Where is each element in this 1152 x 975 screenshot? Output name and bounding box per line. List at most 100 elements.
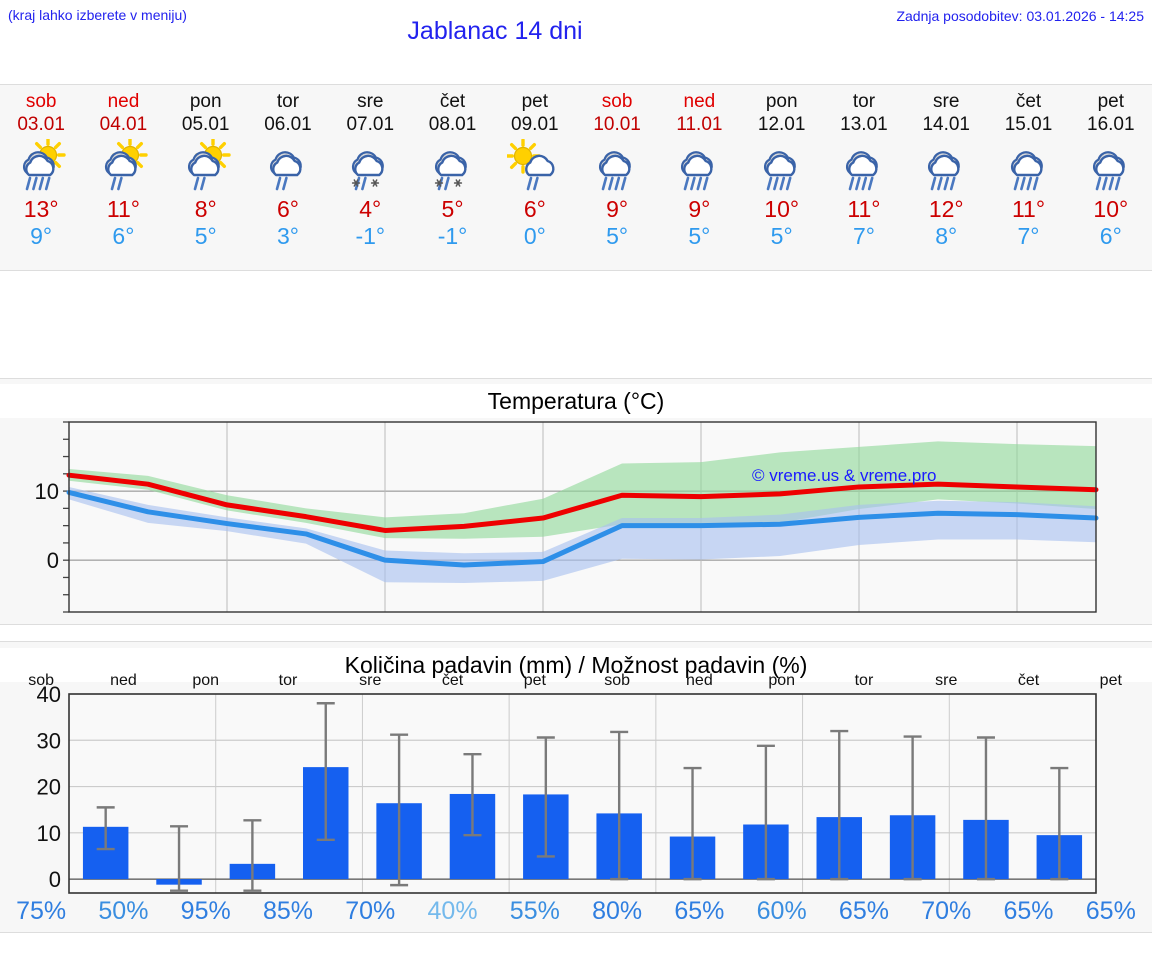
day-of-week: pet: [1097, 91, 1124, 112]
min-temperature: 5°: [688, 223, 711, 249]
day-of-week: pon: [189, 91, 222, 112]
min-temperature: 7°: [1017, 223, 1040, 249]
day-date: 06.01: [264, 114, 312, 135]
weather-cloud-sleet-icon: [329, 138, 411, 196]
day-date: 13.01: [840, 114, 888, 135]
weather-cloud-rain-heavy-icon: [905, 138, 987, 196]
precipitation-probability: 80%: [592, 897, 643, 925]
day-date: 08.01: [428, 114, 477, 135]
weather-cloud-rain-heavy-icon: [658, 138, 740, 196]
day-column[interactable]: sob 03.01 13° 9°: [0, 85, 82, 270]
min-temperature: 6°: [112, 223, 135, 249]
day-date: 04.01: [99, 114, 148, 135]
day-of-week: ned: [683, 91, 716, 112]
daily-forecast-strip: sob 03.01 13° 9° ned 04.01 11° 6° pon 05.01 8° 5° to…: [0, 84, 1152, 271]
weather-sun-left-cloud-rain-icon: [494, 138, 576, 196]
day-column[interactable]: pon 05.01 8° 5°: [165, 85, 247, 270]
max-temperature: 10°: [1093, 196, 1129, 222]
precipitation-day-label: tor: [854, 672, 874, 689]
precipitation-probability: 75%: [16, 897, 67, 925]
max-temperature: 10°: [764, 196, 800, 222]
weather-sun-cloud-rain-light-icon: [82, 138, 164, 196]
min-temperature: 0°: [523, 223, 546, 249]
day-column[interactable]: pet 16.01 10° 6°: [1070, 85, 1152, 270]
max-temperature: 6°: [276, 196, 299, 222]
max-temperature: 9°: [606, 196, 629, 222]
precipitation-probability: 70%: [345, 897, 396, 925]
day-column[interactable]: pon 12.01 10° 5°: [741, 85, 823, 270]
precipitation-day-label: pet: [1099, 672, 1122, 689]
max-temperature: 11°: [106, 196, 140, 222]
min-temperature: 7°: [852, 223, 875, 249]
max-temperature: 4°: [359, 196, 382, 222]
day-column[interactable]: sre 14.01 12° 8°: [905, 85, 987, 270]
precipitation-day-label: sre: [935, 672, 958, 689]
day-date: 07.01: [346, 114, 395, 135]
max-temperature: 11°: [847, 196, 881, 222]
precipitation-probability: 65%: [1085, 897, 1136, 925]
menu-hint: (kraj lahko izberete v meniju): [8, 7, 187, 23]
day-of-week: pet: [521, 91, 549, 112]
day-column[interactable]: ned 11.01 9° 5°: [658, 85, 740, 270]
min-temperature: 5°: [194, 223, 217, 249]
day-date: 12.01: [757, 114, 806, 135]
day-column[interactable]: sob 10.01 9° 5°: [576, 85, 658, 270]
day-of-week: čet: [439, 91, 466, 112]
precipitation-probability: 70%: [921, 897, 972, 925]
day-column[interactable]: tor 13.01 11° 7°: [823, 85, 905, 270]
day-date: 03.01: [17, 114, 65, 135]
page-title: Jablanac 14 dni: [407, 17, 583, 45]
precipitation-day-label: sob: [28, 672, 55, 689]
precipitation-probability: 95%: [180, 897, 231, 925]
day-date: 10.01: [593, 114, 641, 135]
min-temperature: 6°: [1099, 223, 1122, 249]
day-date: 16.01: [1087, 114, 1135, 135]
day-of-week: čet: [1015, 91, 1042, 112]
max-temperature: 12°: [928, 196, 964, 222]
precipitation-probability: 50%: [98, 897, 149, 925]
max-temperature: 11°: [1011, 196, 1046, 222]
precipitation-probability: 55%: [509, 897, 560, 925]
min-temperature: 3°: [276, 223, 299, 249]
day-of-week: tor: [276, 91, 300, 112]
day-column[interactable]: tor 06.01 6° 3°: [247, 85, 329, 270]
day-of-week: sob: [25, 91, 57, 112]
page-header: (kraj lahko izberete v meniju) Jablanac …: [0, 0, 1152, 58]
weather-cloud-rain-heavy-icon: [1070, 138, 1152, 196]
day-of-week: sre: [933, 91, 960, 112]
precipitation-probability: 65%: [674, 897, 725, 925]
day-column[interactable]: sre 07.01 4° -1°: [329, 85, 411, 270]
max-temperature: 9°: [688, 196, 711, 222]
copyright-watermark: © vreme.us & vreme.pro: [752, 466, 937, 485]
day-of-week: ned: [107, 91, 140, 112]
precipitation-day-label: pon: [768, 672, 796, 689]
precipitation-day-label: sre: [359, 672, 382, 689]
weather-cloud-rain-heavy-icon: [987, 138, 1069, 196]
day-column[interactable]: čet 15.01 11° 7°: [987, 85, 1069, 270]
precipitation-probability: 60%: [756, 897, 807, 925]
precipitation-day-label: ned: [686, 672, 713, 689]
weather-cloud-rain-heavy-icon: [823, 138, 905, 196]
day-date: 15.01: [1004, 114, 1053, 135]
day-date: 11.01: [676, 114, 723, 135]
min-temperature: -1°: [355, 223, 386, 249]
max-temperature: 6°: [523, 196, 546, 222]
precipitation-probability: 65%: [1003, 897, 1054, 925]
precipitation-probability-row: 75% 50% 95% 85% 70% 40% 55% 80% 65% 60% 65% 70% 65% 6…: [0, 897, 1152, 939]
day-column[interactable]: čet 08.01 5° -1°: [411, 85, 493, 270]
precipitation-chart-title: Količina padavin (mm) / Možnost padavin …: [0, 648, 1152, 682]
min-temperature: 8°: [935, 223, 958, 249]
day-date: 14.01: [922, 114, 970, 135]
weather-cloud-rain-light-icon: [247, 138, 329, 196]
max-temperature: 8°: [194, 196, 217, 222]
weather-sun-cloud-rain-heavy-icon: [0, 138, 82, 196]
day-column[interactable]: pet 09.01 6° 0°: [494, 85, 576, 270]
weather-cloud-sleet-icon: [411, 138, 493, 196]
precipitation-day-label: čet: [441, 672, 464, 689]
day-column[interactable]: ned 04.01 11° 6°: [82, 85, 164, 270]
precipitation-probability: 65%: [838, 897, 889, 925]
day-of-week: pon: [765, 91, 798, 112]
precipitation-day-label: pon: [192, 672, 220, 689]
precipitation-day-label: ned: [110, 672, 137, 689]
min-temperature: -1°: [437, 223, 468, 249]
